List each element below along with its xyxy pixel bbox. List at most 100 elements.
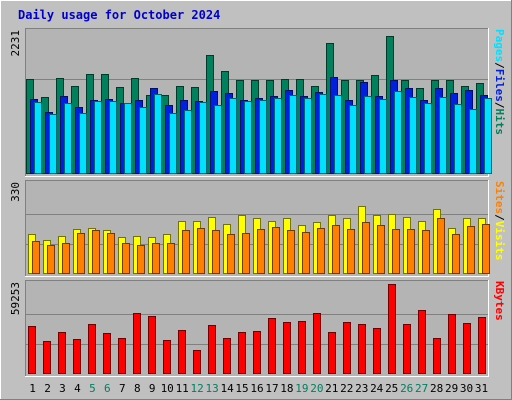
bar-pages-day-13: [214, 105, 222, 174]
bar-pages-day-1: [34, 102, 42, 174]
x-axis-labels: 1 2 3 4 5 6 7 8 9 10 11 12 13 14 15 16 17 18 19 20 21 22 23 24 2…: [29, 382, 488, 395]
bar-kbytes-day-29: [448, 314, 456, 374]
x-tick-label: 20: [310, 382, 323, 395]
bar-sites-day-23: [362, 222, 370, 274]
bar-sites-day-31: [482, 224, 490, 274]
bar-sites-day-5: [92, 230, 100, 274]
x-tick-label: 11: [176, 382, 189, 395]
bar-sites-day-14: [227, 234, 235, 274]
legend-entry: Sites: [493, 181, 506, 214]
bar-pages-day-21: [334, 95, 342, 174]
bar-kbytes-day-1: [28, 326, 36, 374]
x-tick-label: 7: [119, 382, 126, 395]
legend-entry: KBytes: [493, 281, 506, 321]
bar-sites-day-16: [257, 229, 265, 274]
bar-pages-day-27: [424, 103, 432, 174]
x-tick-label: 18: [280, 382, 293, 395]
x-tick-label: 14: [220, 382, 234, 395]
y-max-label: 330: [9, 182, 22, 202]
bar-pages-day-11: [184, 110, 192, 174]
bar-kbytes-day-18: [283, 322, 291, 374]
bar-pages-day-18: [289, 95, 297, 174]
x-tick-label: 10: [161, 382, 174, 395]
bar-pages-day-5: [94, 101, 102, 174]
bar-kbytes-day-16: [253, 331, 261, 374]
bar-kbytes-day-24: [373, 328, 381, 374]
bar-sites-day-9: [152, 243, 160, 274]
x-tick-label: 13: [205, 382, 218, 395]
bar-pages-day-23: [364, 96, 372, 174]
bar-kbytes-day-8: [133, 313, 141, 374]
x-tick-label: 19: [295, 382, 308, 395]
bar-sites-day-24: [377, 225, 385, 274]
bar-pages-day-9: [154, 94, 162, 174]
bar-kbytes-day-6: [103, 333, 111, 374]
bar-pages-day-28: [439, 97, 447, 174]
x-tick-label: 30: [460, 382, 473, 395]
bar-sites-day-17: [272, 227, 280, 274]
bar-kbytes-day-14: [223, 338, 231, 374]
x-tick-label: 1: [29, 382, 36, 395]
bar-sites-day-26: [407, 229, 415, 274]
bar-sites-day-18: [287, 230, 295, 274]
bar-sites-day-27: [422, 230, 430, 274]
series-pages: [34, 91, 492, 174]
series-kbytes: [28, 284, 486, 374]
bar-sites-day-29: [452, 234, 460, 274]
x-tick-label: 3: [59, 382, 66, 395]
bar-pages-day-19: [304, 98, 312, 174]
series-legend: Pages/Files/Hits: [493, 29, 506, 135]
bar-kbytes-day-4: [73, 339, 81, 374]
bar-sites-day-4: [77, 233, 85, 274]
hits-panel: 2231 Pages/Files/Hits: [9, 28, 506, 177]
x-tick-label: 15: [235, 382, 248, 395]
chart-title: Daily usage for October 2024: [18, 8, 220, 22]
bar-kbytes-day-31: [478, 317, 486, 374]
bar-kbytes-day-19: [298, 321, 306, 374]
bar-pages-day-10: [169, 113, 177, 174]
bar-sites-day-20: [317, 228, 325, 274]
bar-sites-day-8: [137, 245, 145, 274]
x-tick-label: 8: [134, 382, 141, 395]
bar-sites-day-19: [302, 232, 310, 274]
bar-pages-day-17: [274, 98, 282, 174]
x-tick-label: 23: [355, 382, 368, 395]
bar-kbytes-day-15: [238, 332, 246, 374]
x-tick-label: 6: [104, 382, 111, 395]
bar-kbytes-day-22: [343, 322, 351, 374]
bar-sites-day-30: [467, 226, 475, 274]
bar-kbytes-day-12: [193, 350, 201, 374]
y-max-label: 2231: [9, 30, 22, 57]
bar-kbytes-day-20: [313, 313, 321, 374]
bar-sites-day-1: [32, 241, 40, 274]
bar-kbytes-day-5: [88, 324, 96, 374]
bar-pages-day-22: [349, 105, 357, 174]
bar-kbytes-day-7: [118, 338, 126, 374]
x-tick-label: 29: [445, 382, 458, 395]
x-tick-label: 16: [250, 382, 263, 395]
bar-sites-day-10: [167, 243, 175, 274]
x-tick-label: 27: [415, 382, 428, 395]
legend-entry: Visits: [493, 221, 506, 261]
bar-sites-day-6: [107, 233, 115, 274]
x-tick-label: 5: [89, 382, 96, 395]
bar-sites-day-15: [242, 233, 250, 274]
legend-separator: /: [493, 102, 506, 109]
bar-sites-day-13: [212, 230, 220, 274]
bar-kbytes-day-28: [433, 338, 441, 374]
x-tick-label: 24: [370, 382, 384, 395]
x-tick-label: 28: [430, 382, 443, 395]
x-tick-label: 4: [74, 382, 81, 395]
series-legend: KBytes: [493, 281, 506, 321]
y-max-label: 59253: [9, 282, 22, 315]
bar-pages-day-7: [124, 103, 132, 174]
x-tick-label: 12: [190, 382, 203, 395]
bar-kbytes-day-30: [463, 323, 471, 374]
x-tick-label: 9: [149, 382, 156, 395]
legend-entry: Files: [493, 69, 506, 102]
x-tick-label: 17: [265, 382, 278, 395]
bar-pages-day-15: [244, 101, 252, 174]
bar-sites-day-21: [332, 225, 340, 274]
bar-kbytes-day-25: [388, 284, 396, 374]
legend-separator: /: [493, 62, 506, 69]
